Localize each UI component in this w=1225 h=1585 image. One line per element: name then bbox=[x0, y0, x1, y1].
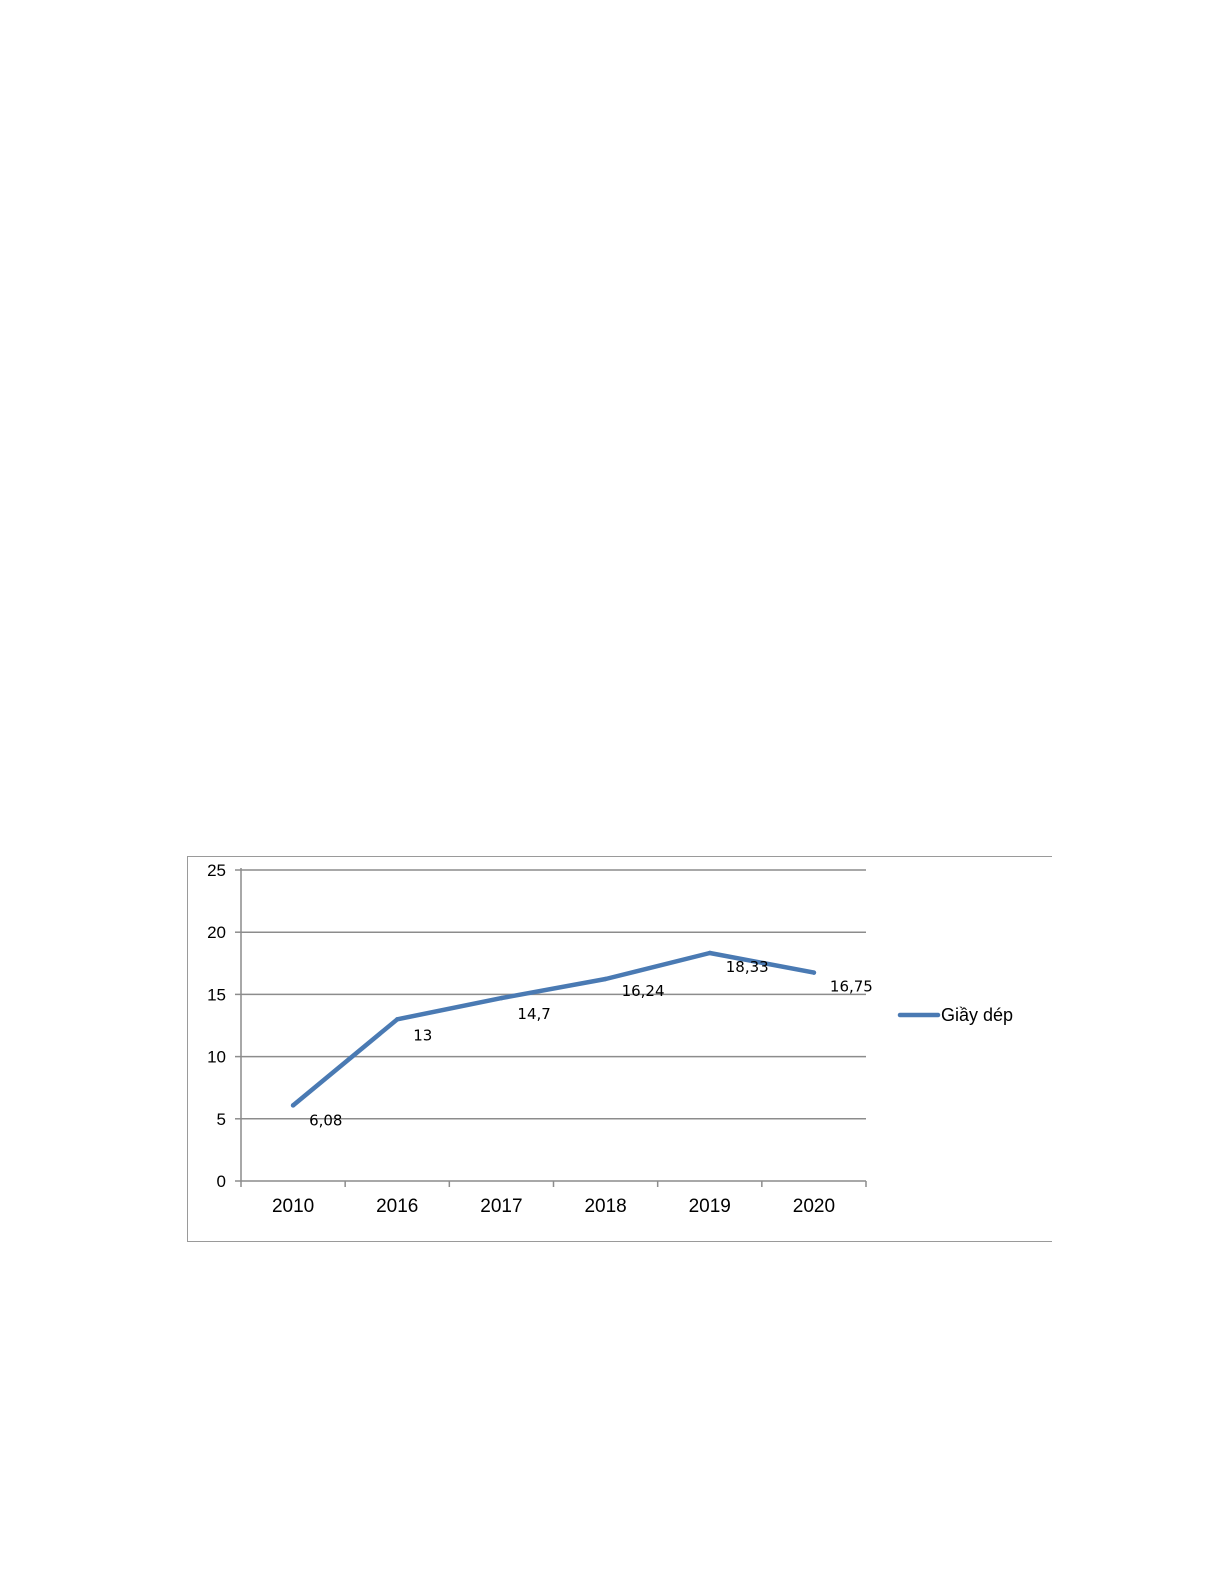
data-point-2017 bbox=[499, 995, 504, 1001]
x-tick-label-2020: 2020 bbox=[793, 1196, 835, 1217]
data-labels: 6,08 13 14,7 16,24 18,33 16,75 bbox=[309, 958, 873, 1129]
data-label-2016: 13 bbox=[413, 1026, 432, 1044]
y-tick-label-10: 10 bbox=[207, 1048, 226, 1067]
y-tick-label-5: 5 bbox=[217, 1110, 226, 1129]
data-point-2010 bbox=[290, 1103, 296, 1108]
data-label-2020: 16,75 bbox=[830, 978, 873, 996]
x-tick-labels: 2010 2016 2017 2018 2019 2020 bbox=[272, 1196, 835, 1217]
x-tick-label-2010: 2010 bbox=[272, 1196, 314, 1217]
x-tick-label-2019: 2019 bbox=[689, 1196, 731, 1217]
data-point-2019 bbox=[707, 950, 712, 956]
data-point-2020 bbox=[811, 970, 817, 975]
data-point-2016 bbox=[395, 1017, 400, 1022]
chart-frame: 0 5 10 15 20 25 2010 2016 2017 2018 2019 2020 6,08… bbox=[187, 856, 1052, 1242]
series-line-giay-dep bbox=[290, 950, 817, 1108]
x-tick-label-2018: 2018 bbox=[584, 1196, 626, 1217]
data-label-2018: 16,24 bbox=[622, 982, 665, 1000]
gridlines bbox=[241, 869, 866, 1120]
y-tick-labels: 0 5 10 15 20 25 bbox=[207, 861, 226, 1191]
legend-label: Giầy dép bbox=[941, 1005, 1013, 1025]
y-tick-label-0: 0 bbox=[217, 1172, 226, 1191]
line-chart: 0 5 10 15 20 25 2010 2016 2017 2018 2019 2020 6,08… bbox=[207, 861, 1013, 1217]
y-tick-label-25: 25 bbox=[207, 861, 226, 880]
x-tick-label-2016: 2016 bbox=[376, 1196, 418, 1217]
y-tick-label-20: 20 bbox=[207, 923, 226, 942]
legend: Giầy dép bbox=[897, 1005, 1013, 1025]
x-tick-label-2017: 2017 bbox=[480, 1196, 522, 1217]
data-label-2017: 14,7 bbox=[517, 1005, 550, 1023]
data-point-2018 bbox=[603, 976, 608, 982]
series-group bbox=[290, 950, 817, 1108]
axes bbox=[235, 868, 867, 1187]
data-label-2010: 6,08 bbox=[309, 1111, 342, 1129]
y-tick-label-15: 15 bbox=[207, 985, 226, 1004]
data-label-2019: 18,33 bbox=[726, 958, 769, 976]
